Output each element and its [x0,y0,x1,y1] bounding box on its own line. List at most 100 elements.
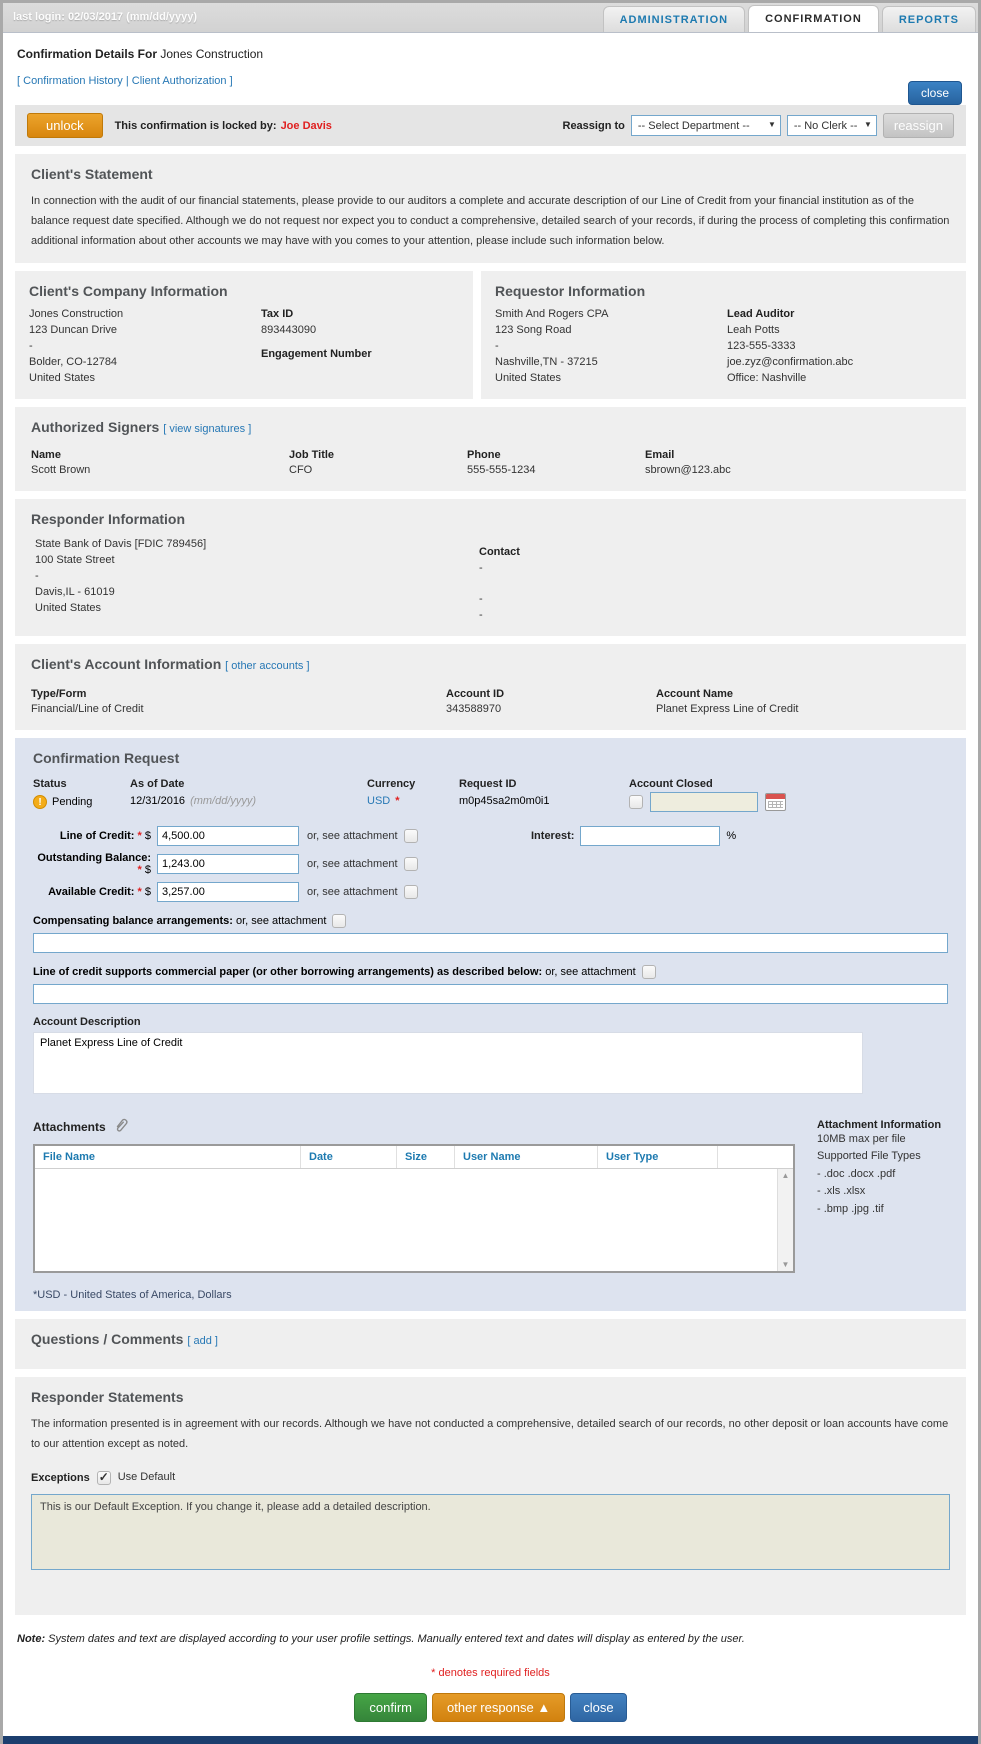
client-authorization-link[interactable]: Client Authorization [131,75,227,87]
other-accounts-link[interactable]: [ other accounts ] [225,659,310,672]
type-form-value: Financial/Line of Credit [31,702,144,715]
last-login-text: last login: 02/03/2017 (mm/dd/yyyy) [13,11,198,23]
client-statement-body: In connection with the audit of our fina… [31,195,950,247]
close-button-top[interactable]: close [907,81,962,105]
confirm-button[interactable]: confirm [354,1693,428,1723]
outstanding-balance-field[interactable] [157,853,299,874]
status-value-row: ! Pending [33,794,130,809]
signers-header-phone: Phone [467,449,501,462]
signers-header-name: Name [31,449,61,462]
account-closed-checkbox[interactable] [629,794,643,809]
request-id-value: m0p45sa2m0m0i1 [459,794,550,807]
signer-phone: 555-555-1234 [467,464,536,477]
as-of-date-format: (mm/dd/yyyy) [190,794,257,807]
attachments-header-username[interactable]: User Name [455,1145,598,1168]
status-row: Status ! Pending As of Date 12/31/2016 (… [33,778,948,812]
lead-auditor-name: Leah Potts [727,324,780,337]
responder-address-line: United States [35,601,102,614]
attachments-header-filename[interactable]: File Name [35,1145,301,1168]
attachments-header-date[interactable]: Date [301,1145,397,1168]
responder-statements-title: Responder Statements [31,1388,184,1405]
currency-value-link[interactable]: USD [367,794,391,807]
attachment-info-line: Supported File Types [817,1150,921,1163]
requestor-name: Smith And Rogers CPA [495,308,609,321]
attachment-info-line: - .bmp .jpg .tif [817,1203,884,1216]
unlock-button[interactable]: unlock [27,113,103,138]
confirmation-history-link[interactable]: Confirmation History [23,75,123,87]
questions-comments-title: Questions / Comments [ add ] [31,1331,950,1347]
available-credit-field[interactable] [157,881,299,902]
account-closed-date-field[interactable] [650,791,758,812]
use-default-checkbox[interactable] [96,1470,111,1486]
header-links: [ Confirmation History | Client Authoriz… [17,75,964,87]
questions-comments-heading: Questions / Comments [31,1330,184,1347]
commercial-paper-row: Line of credit supports commercial paper… [33,964,948,979]
lock-bar: unlock This confirmation is locked by: J… [15,105,966,146]
signer-name: Scott Brown [31,464,91,477]
account-info-heading: Client's Account Information [31,655,222,672]
attachment-info-line: - .doc .docx .pdf [817,1167,896,1180]
other-response-button[interactable]: other response ▲ [432,1693,566,1723]
link-separator: | [125,75,129,87]
line-of-credit-attachment-checkbox[interactable] [403,828,418,843]
compensating-attachment-checkbox[interactable] [332,913,347,928]
view-signatures-link[interactable]: [ view signatures ] [163,423,252,436]
attachments-table-body: ▲ ▼ [35,1168,793,1271]
account-closed-label: Account Closed [629,777,713,790]
add-comment-link[interactable]: [ add ] [187,1334,218,1347]
responder-address-line: - [35,569,39,582]
exceptions-field[interactable]: This is our Default Exception. If you ch… [31,1494,950,1571]
attachment-info-panel: Attachment Information 10MB max per file… [795,1117,948,1273]
tab-administration[interactable]: ADMINISTRATION [602,6,746,32]
outstanding-balance-attachment-checkbox[interactable] [403,856,418,871]
commercial-paper-field[interactable] [33,983,948,1004]
calendar-icon[interactable] [765,792,786,811]
interest-group: Interest: % [531,825,736,846]
request-id-label: Request ID [459,777,517,790]
compensating-field[interactable] [33,932,948,953]
responder-info-section: Responder Information State Bank of Davi… [15,499,966,636]
clerk-select[interactable]: -- No Clerk -- [787,117,876,135]
attachment-info-line: 10MB max per file [817,1132,906,1145]
attachments-header-usertype[interactable]: User Type [598,1145,718,1168]
attachments-header-size[interactable]: Size [397,1145,455,1168]
attachments-scrollbar[interactable]: ▲ ▼ [777,1168,793,1271]
contact-line [479,577,950,592]
account-description-field[interactable]: Planet Express Line of Credit [33,1031,863,1094]
exceptions-row: Exceptions Use Default [31,1470,950,1486]
reassign-button[interactable]: reassign [882,113,954,138]
currency-label: Currency [367,777,416,790]
page-title-company: Jones Construction [160,47,264,61]
available-credit-attachment-checkbox[interactable] [403,884,418,899]
page-title: Confirmation Details For Jones Construct… [17,47,964,61]
close-button-bottom[interactable]: close [570,1693,627,1723]
tab-reports[interactable]: REPORTS [881,6,976,32]
contact-line: - [479,561,483,574]
lead-auditor-label: Lead Auditor [727,308,795,321]
bracket-close: ] [229,75,233,87]
lead-auditor-phone: 123-555-3333 [727,340,796,353]
responder-statements-body: The information presented is in agreemen… [31,1417,949,1450]
page-title-prefix: Confirmation Details For [17,47,158,61]
footer-note: Note: System dates and text are displaye… [17,1633,964,1645]
account-info-title: Client's Account Information [ other acc… [31,656,950,672]
compensating-label: Compensating balance arrangements: [33,914,233,927]
locked-by-name: Joe Davis [280,119,332,132]
tab-confirmation[interactable]: CONFIRMATION [748,5,879,32]
scroll-up-icon[interactable]: ▲ [781,1170,790,1180]
commercial-paper-attachment-checkbox[interactable] [641,964,656,979]
paperclip-icon[interactable] [114,1117,129,1138]
department-select[interactable]: -- Select Department -- [631,117,780,135]
scroll-down-icon[interactable]: ▼ [781,1259,790,1269]
compensating-row: Compensating balance arrangements: or, s… [33,913,948,928]
contact-label: Contact [479,546,520,559]
status-value: Pending [52,795,93,808]
interest-field[interactable] [580,825,721,846]
line-of-credit-field[interactable] [157,825,299,846]
company-info-section: Client's Company Information Jones Const… [15,271,473,400]
required-fields-note: * denotes required fields [431,1667,550,1680]
account-name-label: Account Name [656,687,734,700]
caret-up-icon: ▲ [537,1700,551,1716]
available-credit-row: Available Credit: * $ or, see attachment [33,881,948,902]
